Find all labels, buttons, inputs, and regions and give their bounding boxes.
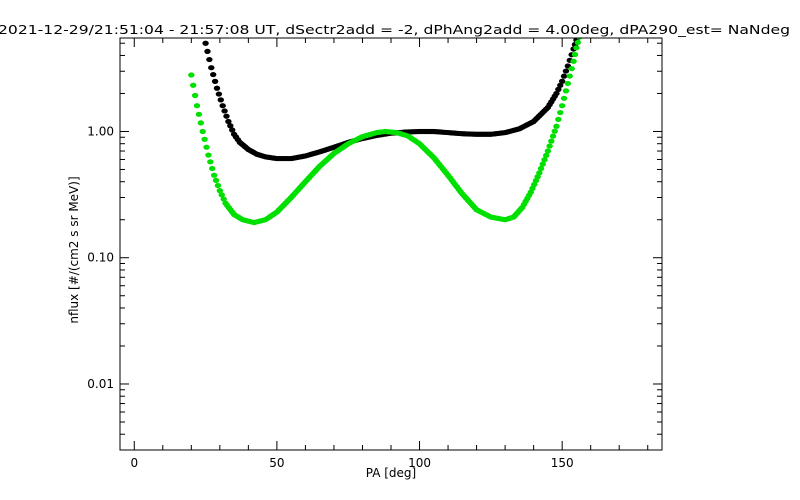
data-point: [555, 116, 562, 122]
data-point: [568, 66, 575, 72]
data-point: [557, 82, 564, 88]
data-point: [562, 88, 570, 94]
data-point: [195, 111, 203, 117]
data-point: [541, 157, 548, 163]
y-tick-label: 1.00: [87, 124, 114, 138]
data-point: [555, 86, 562, 92]
data-point: [536, 170, 543, 176]
chart-title: 2021-12-29/21:51:04 - 21:57:08 UT, dSect…: [0, 23, 790, 37]
axes: 0 50 100 150 0.01 0.10 1.00: [87, 38, 662, 470]
data-point: [225, 118, 232, 125]
data-point: [213, 85, 221, 91]
x-tick-label: 150: [551, 456, 574, 470]
data-point: [549, 133, 557, 139]
data-point: [207, 159, 214, 165]
data-point: [217, 97, 224, 103]
data-point: [560, 95, 568, 101]
data-point: [553, 90, 560, 97]
data-point: [211, 78, 219, 84]
data-point: [215, 91, 223, 97]
y-tick-label: 0.01: [87, 377, 114, 391]
data-point: [558, 103, 566, 109]
data-point: [214, 182, 222, 189]
data-point: [570, 58, 577, 64]
data-point: [544, 148, 552, 154]
data-point: [537, 165, 545, 172]
data-point: [562, 68, 570, 74]
data-point: [542, 152, 550, 158]
plot-frame: [119, 37, 663, 451]
data-point: [548, 138, 555, 144]
data-point: [551, 128, 558, 134]
data-point: [210, 172, 218, 178]
data-point: [557, 109, 564, 116]
data-point: [201, 136, 208, 142]
data-point: [205, 152, 212, 158]
data-point: [204, 48, 211, 54]
data-point: [209, 165, 216, 172]
data-point: [219, 103, 226, 109]
data-point: [564, 80, 572, 87]
data-point: [553, 123, 560, 129]
x-tick-label: 0: [130, 456, 138, 470]
x-tick-label: 100: [408, 456, 431, 470]
data-point: [223, 113, 230, 119]
x-tick-label: 50: [269, 456, 284, 470]
y-axis-label: nflux [#/(cm2 s sr MeV)]: [67, 176, 81, 323]
plot-marks: [188, 38, 583, 226]
data-point: [566, 73, 573, 79]
data-point: [571, 51, 579, 58]
data-point: [199, 128, 206, 135]
data-point: [546, 143, 553, 149]
data-point: [218, 192, 225, 198]
data-point: [197, 120, 205, 126]
data-point: [216, 188, 224, 194]
data-point: [560, 73, 568, 79]
data-point: [193, 103, 201, 109]
data-point: [220, 196, 227, 202]
x-axis-label: PA [deg]: [366, 466, 416, 480]
data-point: [190, 82, 197, 88]
data-point: [191, 92, 199, 99]
data-point: [573, 45, 580, 51]
data-point: [203, 144, 210, 150]
data-point: [558, 78, 566, 84]
data-point: [188, 72, 195, 78]
data-point: [539, 161, 546, 167]
data-point: [202, 40, 209, 46]
data-point: [574, 39, 582, 46]
series-1: [188, 38, 583, 226]
data-point: [208, 65, 215, 71]
data-point: [212, 177, 220, 183]
data-point: [229, 127, 236, 133]
series-0: [202, 38, 580, 162]
y-tick-label: 0.10: [87, 251, 114, 265]
data-point: [206, 56, 213, 63]
data-point: [209, 71, 217, 78]
data-point: [227, 123, 234, 129]
data-point: [221, 108, 228, 114]
